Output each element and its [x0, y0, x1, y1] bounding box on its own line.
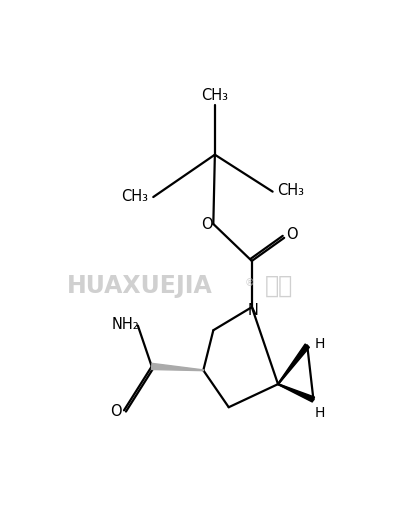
Text: N: N	[247, 303, 258, 318]
Text: ®: ®	[244, 278, 254, 288]
Text: HUAXUEJIA: HUAXUEJIA	[67, 274, 213, 297]
Text: 化加: 化加	[265, 274, 293, 297]
Polygon shape	[278, 344, 309, 385]
Text: H: H	[314, 406, 325, 420]
Text: O: O	[201, 217, 213, 232]
Text: H: H	[314, 337, 325, 351]
Polygon shape	[278, 384, 314, 402]
Text: NH₂: NH₂	[112, 317, 139, 332]
Text: CH₃: CH₃	[121, 189, 148, 204]
Text: CH₃: CH₃	[278, 183, 304, 198]
Text: O: O	[111, 404, 122, 419]
Text: CH₃: CH₃	[201, 88, 229, 103]
Text: O: O	[286, 227, 298, 242]
Polygon shape	[151, 363, 203, 371]
